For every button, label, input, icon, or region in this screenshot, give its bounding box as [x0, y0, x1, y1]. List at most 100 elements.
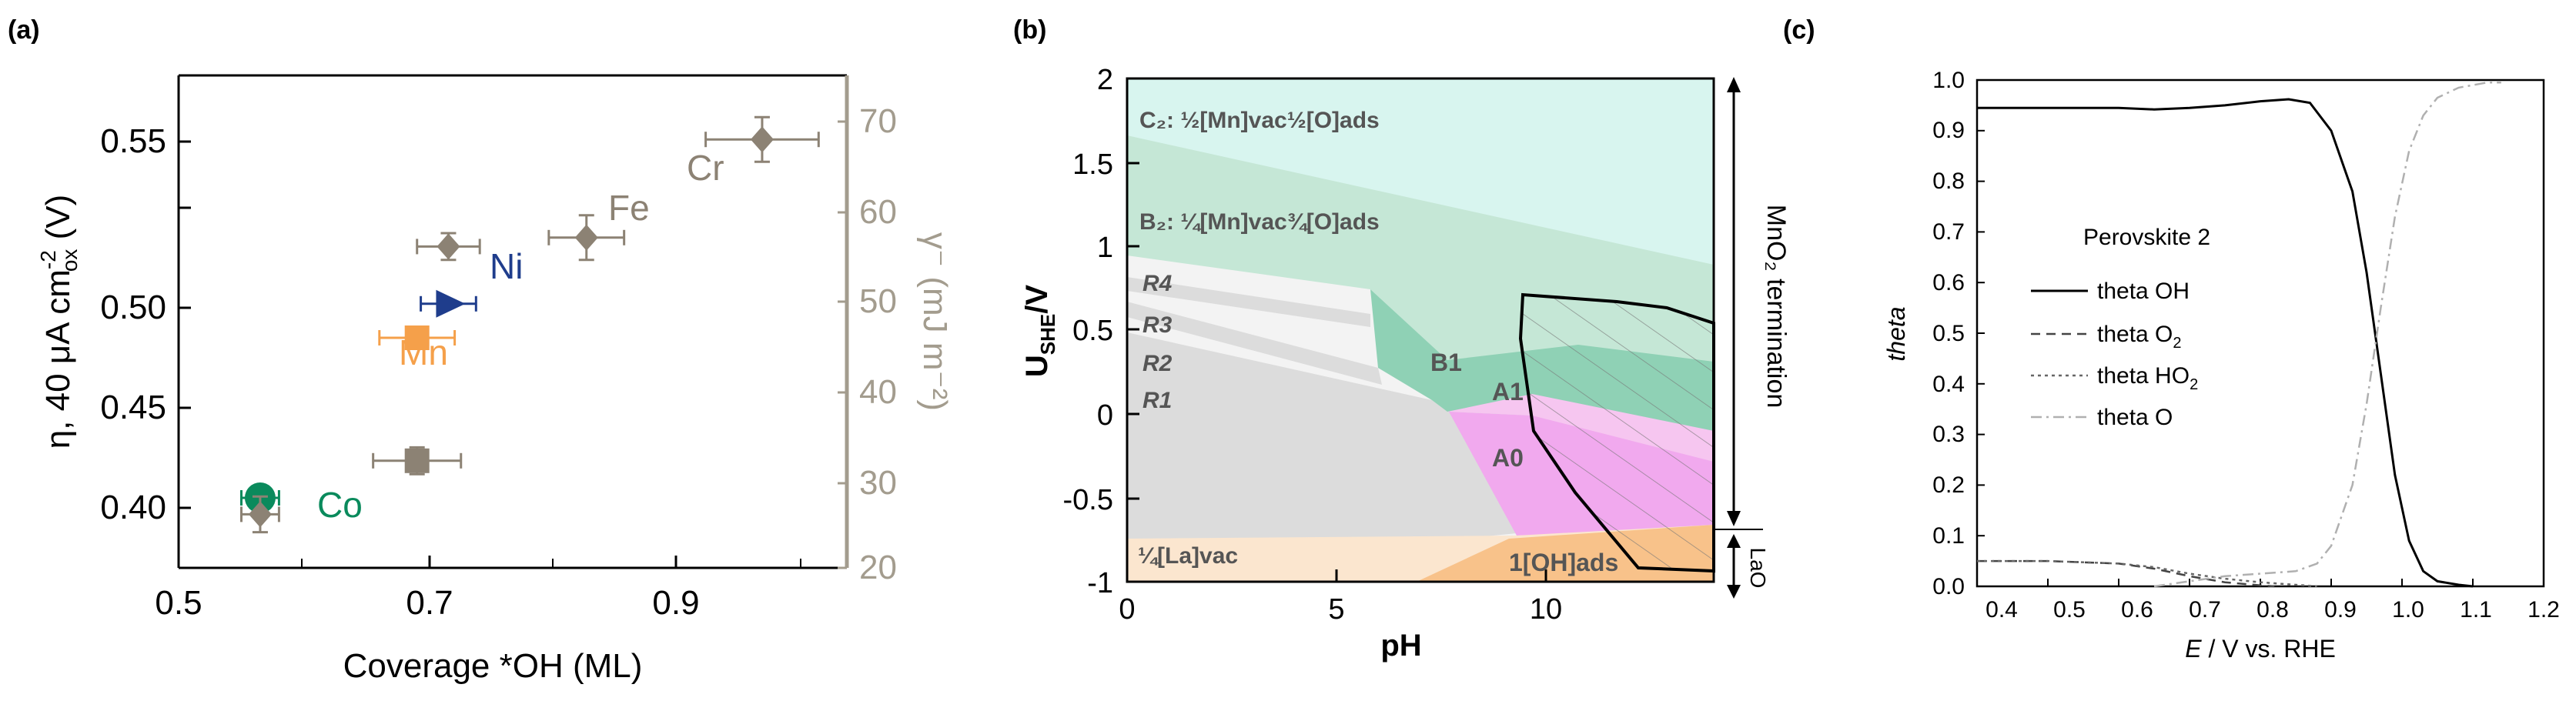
a-y-right-tick-label: 60: [859, 193, 897, 231]
pourbaix-region-labels: C₂: ½[Mn]vac½[O]ads B₂: ¼[Mn]vac¾[O]ads …: [1138, 108, 1618, 576]
b-x-tick-label: 5: [1328, 593, 1344, 626]
panel-c-x-ticks: 0.4 0.5 0.6 0.7 0.8 0.9 1.0 1.1 1.2: [1976, 579, 2560, 623]
r2-label: R2: [1142, 351, 1173, 376]
c-y-tick-label: 1.0: [1932, 68, 1965, 93]
b-y-tick-label: 1: [1097, 232, 1113, 264]
c-y-tick-label: 0.1: [1932, 523, 1965, 549]
b-y-tick-label: -1: [1087, 567, 1113, 599]
region-r4-band: [1127, 277, 1370, 327]
a-y-right-tick-label: 20: [859, 549, 897, 586]
point-ni-marker: [436, 289, 466, 318]
point-label-cr: Cr: [687, 148, 724, 188]
lao-arrow-head-up: [1727, 534, 1741, 548]
point-fe-marker: [574, 224, 598, 251]
region-label-oh: 1[OH]ads: [1509, 549, 1618, 576]
b-y-tick-label: 0.5: [1072, 315, 1113, 347]
panel-a-points: [240, 115, 820, 534]
c-y-tick-label: 0.0: [1932, 574, 1965, 599]
panel-a-y-left-ticks: 0.40 0.45 0.50 0.55: [100, 122, 191, 526]
panel-c-y-label: theta: [1882, 306, 1910, 361]
c-x-tick-label: 0.6: [2121, 597, 2153, 623]
c-x-tick-label: 0.4: [1986, 597, 2018, 623]
point-cr-marker: [750, 126, 774, 153]
panel-c: (c) 0.4 0.5 0.6 0.7 0.8 0.9 1.0 1.1 1.2 …: [1783, 15, 2560, 663]
legend-title: Perovskite 2: [2083, 225, 2210, 250]
panel-b-y-label: USHE/V: [1020, 285, 1059, 377]
point-ni-marker: [437, 233, 460, 260]
arrow-head-down: [1727, 511, 1741, 526]
c-x-tick-label: 0.9: [2324, 597, 2357, 623]
point-label-fe: Fe: [608, 188, 650, 228]
panel-c-label: (c): [1783, 15, 1815, 45]
arrow-head-up: [1727, 77, 1741, 92]
panel-b-x-ticks: 0 5 10: [1119, 569, 1562, 626]
panel-b-label: (b): [1013, 15, 1046, 45]
panel-a: (a) 0.5 0.7 0.9 0.40 0.45 0.50 0.55: [8, 15, 954, 685]
a1-label: A1: [1492, 378, 1524, 406]
panel-a-y-left-label: η, 40 μA cm-2ox (V): [36, 195, 82, 449]
panel-b-y-ticks: 2 1.5 1 0.5 0 -0.5 -1: [1063, 64, 1139, 599]
panel-b: (b) 2 1.5: [1013, 15, 1791, 663]
c-y-tick-label: 0.3: [1932, 422, 1965, 447]
b-x-tick-label: 10: [1530, 593, 1562, 626]
panel-a-x-ticks: 0.5 0.7 0.9: [155, 556, 801, 622]
r-labels: R4 R3 R2 R1: [1142, 271, 1173, 413]
series-theta-oh-line: [1977, 98, 2474, 588]
lao-arrow-head-down: [1727, 585, 1741, 599]
a-y-tick-label: 0.40: [100, 489, 166, 526]
panel-a-y-right-ticks: 20 30 40 50 60 70: [838, 102, 897, 586]
point-label-ni: Ni: [490, 246, 523, 286]
point-mn-marker: [404, 448, 430, 473]
point-label-mn: Mn: [399, 332, 448, 372]
region-label-la: ¼[La]vac: [1138, 543, 1238, 569]
series-theta-o2-line: [1977, 559, 2275, 588]
c-y-tick-label: 0.8: [1932, 169, 1965, 194]
c-x-tick-label: 0.8: [2257, 597, 2289, 623]
c-y-tick-label: 0.7: [1932, 219, 1965, 245]
point-mn-marker: [404, 325, 430, 350]
legend-item-o2: theta O2: [2097, 322, 2182, 352]
c-y-tick-label: 0.4: [1932, 372, 1965, 397]
panel-a-x-label: Coverage *OH (ML): [343, 647, 643, 685]
panel-c-series: [1977, 82, 2501, 588]
a-y-tick-label: 0.55: [100, 122, 166, 160]
legend-item-ho2: theta HO2: [2097, 363, 2198, 393]
region-label-b2: B₂: ¼[Mn]vac¾[O]ads: [1139, 209, 1380, 235]
termination-arrows: MnO₂ termination LaO: [1714, 77, 1791, 599]
a-y-right-tick-label: 50: [859, 282, 897, 320]
point-label-co: Co: [317, 485, 363, 525]
a-x-tick-label: 0.7: [406, 584, 453, 622]
c-x-tick-label: 0.5: [2053, 597, 2086, 623]
c-y-tick-label: 0.6: [1932, 270, 1965, 295]
panel-c-y-ticks: 0.0 0.1 0.2 0.3 0.4 0.5 0.6 0.7 0.8 0.9 …: [1932, 68, 1985, 599]
r3-label: R3: [1142, 312, 1173, 338]
a-y-tick-label: 0.45: [100, 389, 166, 426]
c-y-tick-label: 0.2: [1932, 472, 1965, 498]
a-y-right-tick-label: 40: [859, 373, 897, 411]
b-y-tick-label: 0: [1097, 399, 1113, 432]
a-y-tick-label: 0.50: [100, 289, 166, 326]
c-y-tick-label: 0.5: [1932, 321, 1965, 346]
b-y-tick-label: 2: [1097, 64, 1113, 96]
b-y-tick-label: 1.5: [1072, 149, 1113, 181]
b-y-tick-label: -0.5: [1063, 484, 1113, 516]
mno2-termination-label: MnO₂ termination: [1761, 205, 1791, 409]
c-y-tick-label: 0.9: [1932, 118, 1965, 143]
point-co-marker: [248, 501, 272, 528]
a0-label: A0: [1492, 444, 1524, 472]
series-theta-o-line: [2153, 82, 2501, 588]
ab-labels: B1 A1 A0: [1430, 349, 1524, 472]
legend-item-o: theta O: [2097, 405, 2173, 430]
a-y-right-tick-label: 30: [859, 464, 897, 502]
hatch-fill: [1521, 295, 1714, 571]
b1-label: B1: [1430, 349, 1462, 376]
lao-label: LaO: [1746, 548, 1770, 589]
panel-a-label: (a): [8, 15, 40, 45]
panel-c-x-label: E / V vs. RHE: [2185, 635, 2336, 663]
region-label-c2: C₂: ½[Mn]vac½[O]ads: [1139, 108, 1380, 133]
legend-item-oh: theta OH: [2097, 279, 2190, 304]
region-r2-r1-fill: [1127, 332, 1540, 539]
region-r3-band: [1127, 302, 1382, 385]
b-x-tick-label: 0: [1119, 593, 1135, 626]
